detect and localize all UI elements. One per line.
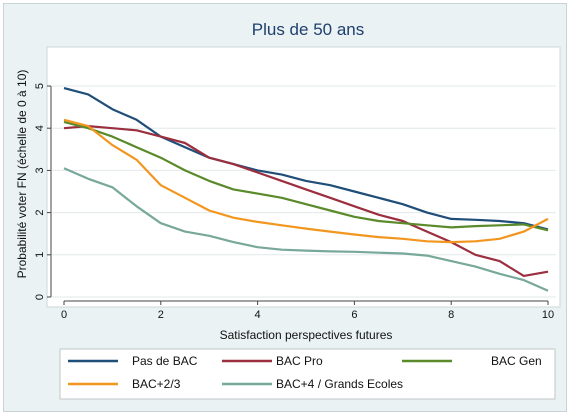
legend-label: BAC+2/3 (132, 377, 181, 391)
series-line-1 (63, 125, 549, 277)
series-lines (63, 87, 549, 292)
series-line-0 (63, 87, 549, 231)
series-line-3 (63, 118, 549, 244)
series-line-4 (63, 167, 549, 292)
y-tick-label: 1 (34, 252, 46, 258)
chart-svg: Plus de 50 ans 0 1 2 3 4 5 0 2 4 6 8 10 Satisfacti… (15, 20, 561, 400)
x-axis-title: Satisfaction perspectives futures (220, 328, 393, 342)
chart-title: Plus de 50 ans (252, 20, 364, 39)
x-tick-label: 2 (158, 309, 164, 321)
y-axis-title: Probabilité voter FN (échelle de 0 à 10) (15, 70, 29, 279)
y-tick-label: 0 (34, 294, 46, 300)
legend-label: Pas de BAC (132, 354, 198, 368)
x-tick-label: 10 (542, 309, 554, 321)
y-tick-label: 4 (34, 125, 46, 131)
legend-label: BAC Pro (276, 354, 323, 368)
legend-box (59, 348, 556, 400)
x-tick-label: 6 (351, 309, 357, 321)
x-tick-label: 0 (61, 309, 67, 321)
y-ticks: 0 1 2 3 4 5 (34, 83, 51, 300)
legend: Pas de BAC BAC Pro BAC Gen BAC+2/3 BAC+4 / G… (68, 354, 542, 391)
y-tick-label: 3 (34, 167, 46, 173)
legend-label: BAC Gen (491, 354, 542, 368)
x-ticks: 0 2 4 6 8 10 (61, 301, 554, 321)
x-tick-label: 8 (448, 309, 454, 321)
plot-area (46, 46, 561, 308)
y-tick-label: 5 (34, 83, 46, 89)
y-tick-label: 2 (34, 210, 46, 216)
series-line-2 (63, 120, 549, 232)
grid-lines (52, 85, 556, 298)
chart-frame: Plus de 50 ans 0 1 2 3 4 5 0 2 4 6 8 10 Satisfacti… (3, 3, 567, 412)
legend-label: BAC+4 / Grands Ecoles (276, 377, 403, 391)
x-tick-label: 4 (255, 309, 261, 321)
